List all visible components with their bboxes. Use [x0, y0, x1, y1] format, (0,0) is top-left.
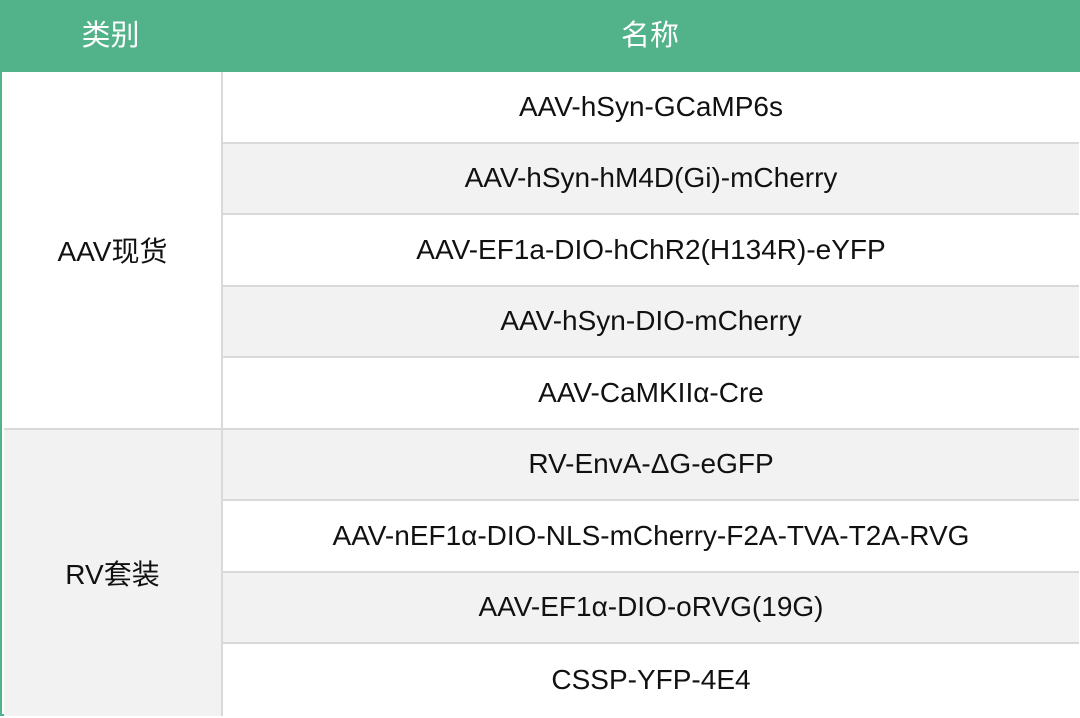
- category-cell: RV套装: [4, 429, 223, 716]
- category-cell: AAV现货: [4, 72, 223, 430]
- table-row: RV-EnvA-ΔG-eGFP: [223, 429, 1079, 501]
- table-row: AAV-CaMKIIα-Cre: [223, 358, 1079, 430]
- table-row: AAV-hSyn-hM4D(Gi)-mCherry: [223, 143, 1079, 215]
- header-name: 名称: [620, 20, 679, 52]
- header-category: 类别: [81, 20, 140, 52]
- table-row: AAV-hSyn-GCaMP6s: [223, 72, 1079, 144]
- table-row: AAV-EF1α-DIO-oRVG(19G): [223, 572, 1079, 644]
- table-row: AAV-EF1a-DIO-hChR2(H134R)-eYFP: [223, 215, 1079, 287]
- table-header: 类别 名称: [0, 0, 1080, 72]
- table-row: AAV-nEF1α-DIO-NLS-mCherry-F2A-TVA-T2A-RV…: [223, 501, 1079, 573]
- table-row: CSSP-YFP-4E4: [223, 644, 1079, 716]
- table-row: AAV-hSyn-DIO-mCherry: [223, 286, 1079, 358]
